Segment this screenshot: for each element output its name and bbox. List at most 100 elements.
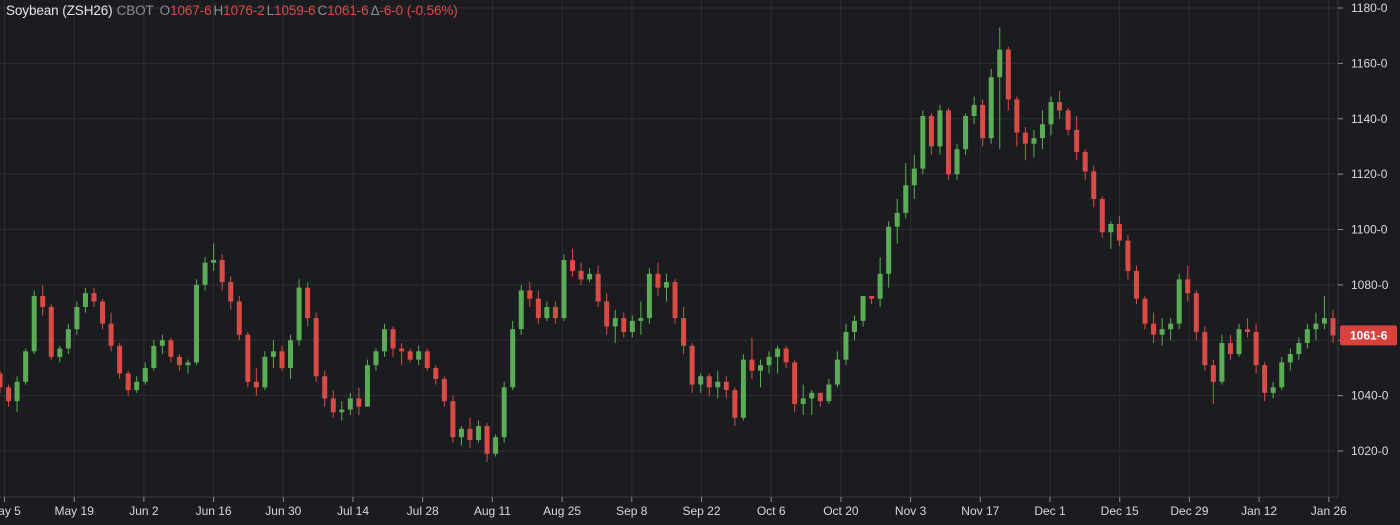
candle[interactable] [1031, 129, 1037, 158]
candle[interactable] [1313, 312, 1319, 341]
candle[interactable] [1125, 235, 1131, 280]
candle[interactable] [228, 276, 234, 310]
candle[interactable] [356, 387, 362, 416]
candle[interactable] [57, 345, 63, 363]
candle[interactable] [1296, 337, 1302, 360]
candle[interactable] [339, 401, 345, 421]
candle[interactable] [31, 290, 37, 355]
candle[interactable] [296, 279, 302, 346]
candle[interactable] [399, 343, 405, 366]
candle[interactable] [458, 426, 464, 446]
candle[interactable] [262, 351, 268, 391]
candle[interactable] [416, 345, 422, 366]
candle[interactable] [1185, 265, 1191, 302]
candle[interactable] [877, 257, 883, 308]
candle[interactable] [236, 295, 242, 341]
candle[interactable] [1253, 323, 1259, 374]
candle[interactable] [441, 376, 447, 407]
candle[interactable] [775, 345, 781, 374]
candle[interactable] [82, 287, 88, 313]
candle[interactable] [1039, 110, 1045, 150]
candle[interactable] [1176, 273, 1182, 330]
candle[interactable] [467, 417, 473, 449]
candle[interactable] [1304, 323, 1310, 349]
candle[interactable] [1168, 318, 1174, 341]
candle[interactable] [347, 392, 353, 416]
candle[interactable] [1321, 295, 1327, 330]
candle[interactable] [1279, 356, 1285, 391]
candle[interactable] [860, 295, 866, 327]
candle[interactable] [527, 282, 533, 308]
candle[interactable] [484, 423, 490, 463]
candle[interactable] [142, 362, 148, 385]
candle[interactable] [1236, 323, 1242, 357]
candle[interactable] [604, 293, 610, 335]
candle[interactable] [74, 301, 80, 335]
candle[interactable] [433, 365, 439, 385]
candle[interactable] [706, 373, 712, 396]
candle[interactable] [1151, 312, 1157, 344]
candle[interactable] [91, 287, 97, 308]
candle[interactable] [382, 323, 388, 357]
candle[interactable] [6, 384, 12, 407]
candle[interactable] [911, 154, 917, 200]
candle[interactable] [1193, 290, 1199, 341]
candle[interactable] [364, 359, 370, 407]
candle[interactable] [681, 307, 687, 355]
candle[interactable] [40, 284, 46, 316]
candle[interactable] [23, 348, 29, 385]
candle[interactable] [851, 315, 857, 341]
candle[interactable] [749, 337, 755, 380]
candle[interactable] [510, 320, 516, 391]
candle[interactable] [1082, 149, 1088, 180]
candle[interactable] [1142, 295, 1148, 330]
candle[interactable] [1330, 309, 1336, 344]
candle[interactable] [757, 359, 763, 388]
candle[interactable] [698, 373, 704, 393]
candle[interactable] [1116, 215, 1122, 247]
candle[interactable] [125, 370, 131, 396]
candle[interactable] [1091, 165, 1097, 208]
candle[interactable] [151, 340, 157, 371]
candle[interactable] [1022, 127, 1028, 161]
candle[interactable] [655, 262, 661, 296]
candle[interactable] [732, 387, 738, 427]
candle[interactable] [715, 370, 721, 399]
candle[interactable] [561, 254, 567, 321]
candle[interactable] [1159, 318, 1165, 346]
candle[interactable] [894, 199, 900, 244]
candle[interactable] [407, 348, 413, 363]
candle[interactable] [159, 334, 165, 355]
candle[interactable] [450, 395, 456, 443]
candle[interactable] [134, 376, 140, 393]
candle[interactable] [305, 282, 311, 327]
candle[interactable] [270, 340, 276, 368]
candle[interactable] [424, 348, 430, 371]
candle[interactable] [672, 279, 678, 324]
candle[interactable] [826, 379, 832, 404]
candle[interactable] [322, 370, 328, 407]
candle[interactable] [766, 351, 772, 374]
candle[interactable] [817, 392, 823, 407]
candle[interactable] [108, 312, 114, 352]
candle[interactable] [928, 113, 934, 155]
candle[interactable] [621, 312, 627, 338]
candle[interactable] [288, 334, 294, 380]
candle[interactable] [980, 99, 986, 147]
candle[interactable] [1099, 196, 1105, 238]
candle[interactable] [963, 113, 969, 155]
candle[interactable] [997, 27, 1003, 150]
candle[interactable] [1270, 381, 1276, 399]
candle[interactable] [723, 376, 729, 399]
candle[interactable] [689, 343, 695, 393]
candle[interactable] [1262, 362, 1268, 402]
candle[interactable] [1065, 107, 1071, 136]
candle[interactable] [65, 323, 71, 355]
candle[interactable] [48, 304, 54, 360]
candle[interactable] [834, 351, 840, 388]
candle[interactable] [501, 381, 507, 443]
candle[interactable] [552, 301, 558, 324]
candle[interactable] [1074, 115, 1080, 161]
